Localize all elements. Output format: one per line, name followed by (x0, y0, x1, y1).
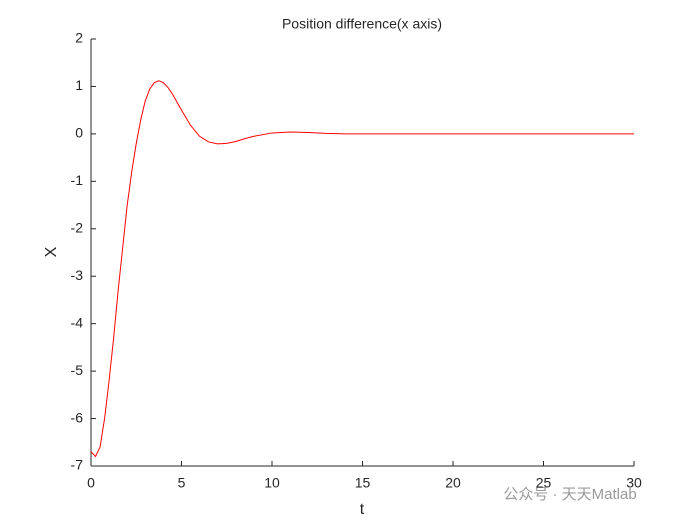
y-tick-label: 0 (75, 125, 83, 141)
x-tick-label: 0 (87, 475, 95, 491)
x-tick-label: 10 (264, 475, 280, 491)
y-tick-label: -2 (71, 219, 84, 235)
y-tick-label: -6 (71, 409, 84, 425)
x-tick-label: 5 (178, 475, 186, 491)
x-tick-label: 25 (536, 475, 552, 491)
y-tick-label: 1 (75, 77, 83, 93)
x-axis-label: t (360, 501, 365, 518)
x-tick-label: 15 (355, 475, 371, 491)
y-tick-label: 2 (75, 30, 83, 46)
y-tick-label: -1 (71, 172, 84, 188)
y-axis-label: X (43, 246, 60, 257)
y-tick-label: -4 (71, 314, 84, 330)
data-line (90, 80, 634, 458)
chart-title: Position difference(x axis) (282, 16, 442, 32)
watermark: 公众号 · 天天Matlab (503, 486, 636, 503)
x-tick-label: 30 (626, 475, 642, 491)
y-tick-label: -3 (71, 267, 84, 283)
y-tick-label: -5 (71, 362, 84, 378)
y-tick-label: -7 (71, 457, 84, 473)
x-tick-label: 20 (445, 475, 461, 491)
